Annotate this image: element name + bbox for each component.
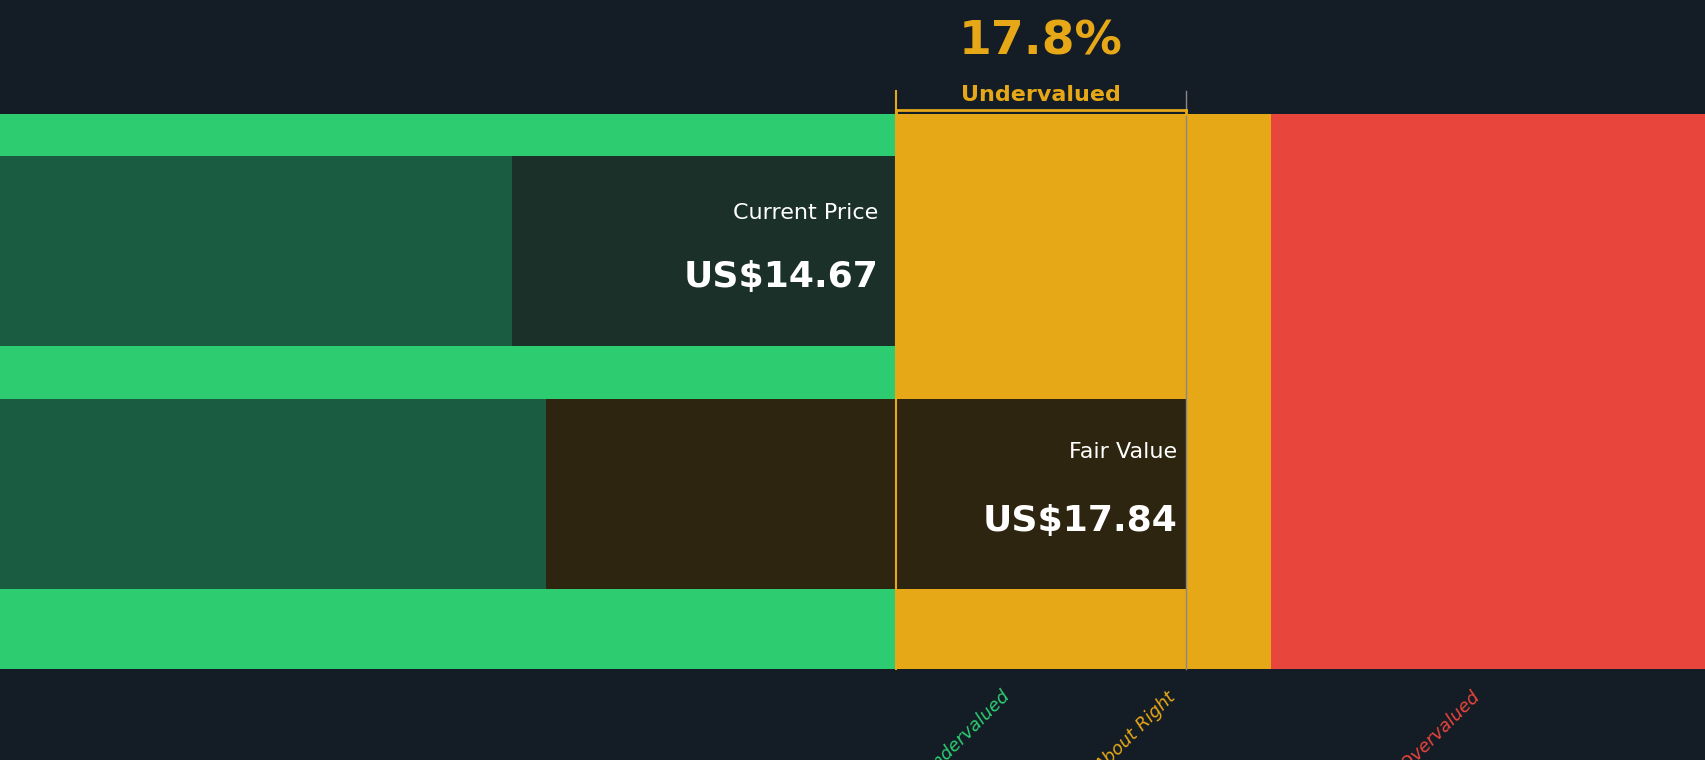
Bar — [512, 156, 895, 346]
Text: About Right: About Right — [1091, 688, 1178, 760]
Bar — [1270, 114, 1705, 156]
Bar — [0, 114, 895, 156]
Bar — [0, 346, 895, 399]
Text: US$17.84: US$17.84 — [982, 504, 1176, 537]
Bar — [895, 156, 1270, 346]
Bar — [1270, 589, 1705, 669]
Text: 17.8%: 17.8% — [958, 19, 1122, 65]
Bar — [1270, 156, 1705, 346]
Text: 20% Overvalued: 20% Overvalued — [1364, 688, 1482, 760]
Bar — [546, 399, 1185, 589]
Bar — [895, 346, 1270, 399]
Bar — [1270, 346, 1705, 399]
Text: Current Price: Current Price — [733, 203, 878, 223]
Text: Fair Value: Fair Value — [1069, 442, 1176, 462]
Text: US$14.67: US$14.67 — [684, 261, 878, 294]
Bar — [0, 399, 895, 589]
Bar — [0, 589, 895, 669]
Bar — [895, 114, 1270, 156]
Bar — [895, 589, 1270, 669]
Text: Undervalued: Undervalued — [960, 85, 1120, 105]
Bar — [895, 399, 1270, 589]
Text: 20% Undervalued: 20% Undervalued — [887, 688, 1013, 760]
Bar — [1270, 399, 1705, 589]
Bar — [0, 156, 895, 346]
